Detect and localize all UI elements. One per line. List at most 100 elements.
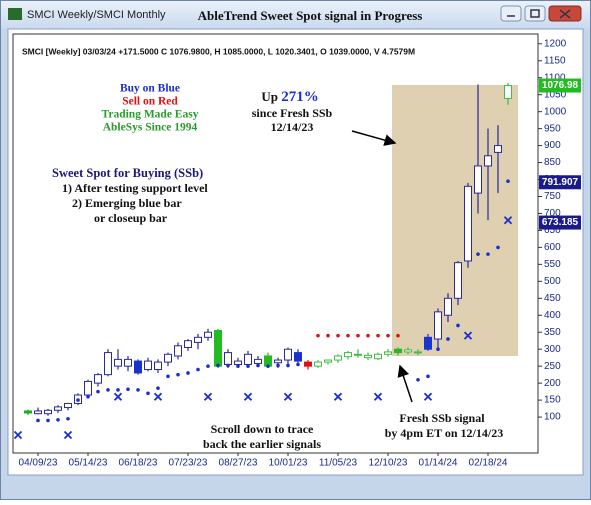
stop-dot — [476, 252, 480, 256]
x-mark — [153, 392, 163, 401]
stop-dot — [126, 387, 130, 392]
stop-dot — [456, 323, 460, 328]
candle-body — [184, 340, 192, 348]
candle-body — [54, 406, 62, 411]
x-tick-label: 05/14/23 — [69, 458, 108, 469]
window-buttons[interactable] — [500, 5, 582, 22]
y-tick-label: 1200 — [544, 38, 567, 49]
x-mark — [503, 216, 513, 225]
x-tick-label: 10/01/23 — [269, 458, 308, 469]
candle-body — [34, 410, 42, 415]
y-tick-label: 200 — [544, 378, 561, 389]
candle-body — [274, 359, 282, 364]
y-tick-label: 700 — [544, 208, 561, 219]
candle-body — [404, 349, 412, 353]
candle-body — [164, 353, 172, 363]
note-line: or closeup bar — [94, 211, 168, 225]
stop-dot — [86, 394, 90, 399]
candle-body — [294, 352, 302, 362]
candle-body — [344, 352, 352, 358]
gain-note-line: 12/14/23 — [271, 120, 314, 134]
candle-body — [44, 409, 52, 415]
candle-body — [354, 353, 362, 356]
stop-dot — [116, 388, 120, 392]
stop-dot — [506, 179, 510, 184]
stop-dot — [416, 377, 420, 382]
stop-dot — [146, 391, 150, 396]
candle-body — [454, 262, 462, 299]
y-tick-label: 450 — [544, 293, 561, 304]
gain-prefix: Up — [261, 89, 278, 104]
stop-dot — [496, 245, 500, 250]
legend-line: Trading Made Easy — [102, 109, 199, 121]
gain-note: Up 271% — [261, 89, 318, 105]
x-tick-label: 06/18/23 — [119, 458, 158, 469]
stop-dot — [326, 333, 330, 338]
chart-title: AbleTrend Sweet Spot signal in Progress — [198, 8, 423, 23]
x-mark — [333, 392, 343, 401]
stop-dot — [386, 333, 390, 338]
stop-dot — [286, 363, 290, 368]
info-line: SMCI [Weekly] 03/03/24 +171.5000 C 1076.… — [22, 46, 415, 56]
price-tag — [539, 175, 581, 190]
candle-body — [244, 353, 252, 365]
note-line: Fresh SSb signal — [399, 411, 485, 425]
y-tick-label: 950 — [544, 123, 561, 134]
y-tick-label: 850 — [544, 157, 561, 168]
stop-dot — [166, 374, 170, 379]
maximize-button[interactable] — [524, 5, 546, 22]
y-tick-label: 400 — [544, 310, 561, 321]
plot-frame — [12, 33, 539, 454]
stop-dot — [256, 363, 260, 368]
candle-body — [364, 354, 372, 359]
x-tick-label: 02/18/24 — [469, 458, 508, 469]
stop-dot — [246, 364, 250, 368]
candle-body — [494, 145, 502, 153]
candle-body — [124, 358, 132, 367]
candle-body — [134, 360, 142, 374]
y-tick-label: 1000 — [544, 106, 567, 117]
price-tag-label: 673.185 — [542, 217, 579, 228]
candle-body — [254, 358, 262, 364]
note-line: by 4pm ET on 12/14/23 — [385, 426, 503, 440]
candle-body — [314, 361, 322, 367]
stop-dot — [376, 333, 380, 338]
price-tag-label: 791.907 — [542, 177, 579, 188]
minimize-button[interactable] — [500, 5, 522, 22]
y-tick-label: 350 — [544, 327, 561, 338]
candle-body — [94, 374, 102, 384]
candle-body — [414, 351, 422, 354]
stop-dot — [336, 333, 340, 338]
price-tag-label: 1076.98 — [542, 80, 579, 91]
x-tick-label: 08/27/23 — [219, 458, 258, 469]
candle-body — [24, 410, 32, 414]
candle-body — [234, 360, 242, 365]
stop-dot — [46, 418, 50, 423]
stop-dot — [156, 386, 160, 391]
candle-body — [194, 336, 202, 343]
y-tick-label: 100 — [544, 412, 561, 423]
note-line: 1) After testing support level — [62, 181, 208, 195]
stop-dot — [276, 363, 280, 368]
candle-body — [464, 185, 472, 262]
candle-body — [174, 345, 182, 357]
stop-dot — [206, 364, 210, 368]
stop-dot — [66, 416, 70, 421]
y-tick-label: 550 — [544, 259, 561, 270]
stop-dot — [186, 371, 190, 375]
candle-body — [474, 165, 482, 194]
candle-body — [64, 402, 72, 409]
candle-body — [434, 311, 442, 340]
x-tick-label: 04/09/23 — [19, 458, 58, 469]
title-bar — [1, 1, 590, 29]
x-mark — [463, 331, 473, 340]
stop-dot — [56, 417, 60, 422]
stop-dot — [216, 363, 220, 368]
price-tag — [539, 215, 581, 230]
x-tick-label: 01/14/24 — [419, 458, 458, 469]
stop-dot — [486, 252, 490, 256]
candle-body — [204, 331, 212, 338]
candle-body — [334, 355, 342, 361]
